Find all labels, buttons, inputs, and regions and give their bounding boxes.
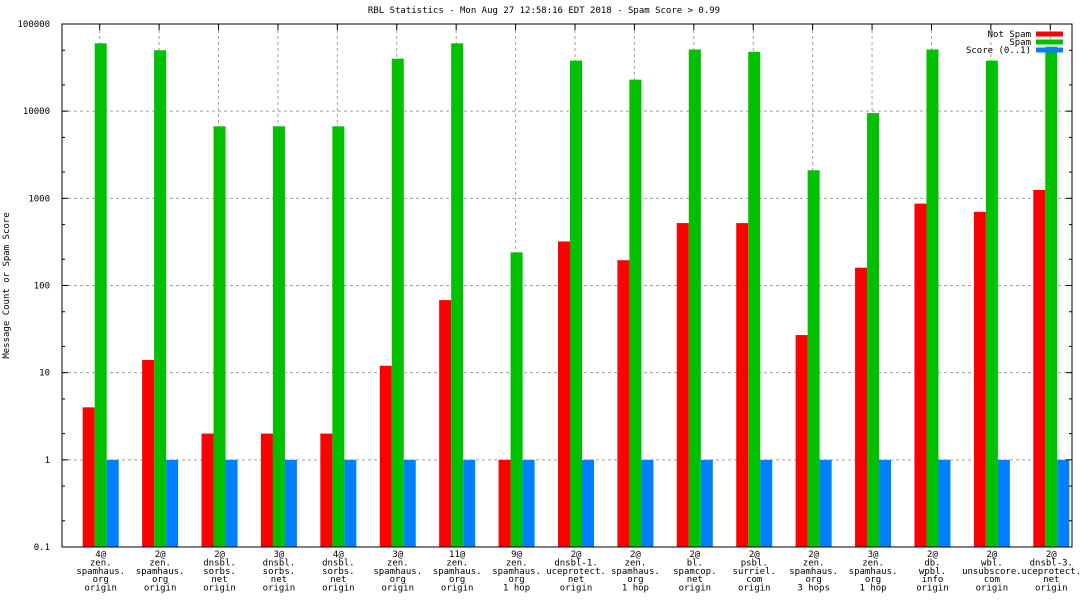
bar-score-0-1 <box>1057 459 1070 547</box>
y-axis-label: Message Count or Spam Score <box>2 212 12 358</box>
bar-spam <box>807 170 820 547</box>
bar-spam <box>272 126 285 547</box>
bar-score-0-1 <box>938 459 951 547</box>
bar-not-spam <box>973 211 986 547</box>
bar-not-spam <box>320 433 333 547</box>
x-tick-label: 4@ dnsbl. sorbs. net origin <box>322 550 355 594</box>
bar-not-spam <box>498 459 511 547</box>
bar-score-0-1 <box>760 459 773 547</box>
bar-spam <box>391 58 404 547</box>
bar-score-0-1 <box>403 459 416 547</box>
chart-title: RBL Statistics - Mon Aug 27 12:58:16 EDT… <box>368 6 720 16</box>
bar-score-0-1 <box>997 459 1010 547</box>
bar-score-0-1 <box>641 459 654 547</box>
x-tick-label: 2@ dnsbl-3. uceprotect. net origin <box>1021 550 1081 594</box>
y-tick-labels: 0.1 1 10 100 1000 10000 100000 <box>17 20 50 553</box>
bar-not-spam <box>142 359 155 547</box>
y-tick-label: 1 <box>45 456 50 466</box>
x-tick-label: 2@ db. wpbl. info origin <box>916 550 949 594</box>
x-tick-label: 2@ zen. spamhaus. org 3 hops <box>789 550 838 594</box>
x-tick-label: 3@ dnsbl. sorbs. net origin <box>263 550 296 594</box>
bar-spam <box>629 79 642 548</box>
bar-not-spam <box>855 267 868 547</box>
bar-spam <box>985 60 998 547</box>
x-tick-label: 2@ zen. spamhaus. org 1 hop <box>611 550 660 594</box>
legend-swatch <box>1036 31 1063 37</box>
bar-score-0-1 <box>700 459 713 547</box>
bar-score-0-1 <box>106 459 119 547</box>
bar-spam <box>926 49 939 547</box>
bar-score-0-1 <box>225 459 238 547</box>
bar-spam <box>867 113 880 547</box>
plot-frame <box>61 23 1073 548</box>
y-tick-label: 0.1 <box>34 543 50 553</box>
x-tick-label: 2@ zen. spamhaus. org origin <box>136 550 185 594</box>
bar-spam <box>213 126 226 547</box>
bar-not-spam <box>260 433 273 547</box>
bar-score-0-1 <box>879 459 892 547</box>
bar-spam <box>154 50 167 548</box>
y-tick-label: 10 <box>39 369 50 379</box>
bar-spam <box>510 252 523 547</box>
x-tick-label: 4@ zen. spamhaus. org origin <box>76 550 125 594</box>
legend-label: Not Spam <box>988 30 1031 40</box>
bar-not-spam <box>379 365 392 547</box>
bar-score-0-1 <box>284 459 297 547</box>
bar-spam <box>451 43 464 547</box>
bar-spam <box>1045 46 1058 548</box>
bars <box>82 43 1070 548</box>
x-tick-label: 9@ zen. spamhaus. org 1 hop <box>492 550 541 594</box>
bar-spam <box>688 49 701 547</box>
bar-not-spam <box>676 223 689 547</box>
bar-score-0-1 <box>582 459 594 547</box>
bar-not-spam <box>914 203 927 548</box>
bar-not-spam <box>736 223 749 547</box>
axes <box>61 23 1073 548</box>
bar-spam <box>332 126 345 547</box>
bar-spam <box>570 60 582 547</box>
x-tick-label: 2@ psbl. surriel. com origin <box>733 550 776 594</box>
bar-not-spam <box>201 433 214 547</box>
y-tick-label: 100000 <box>17 20 50 30</box>
bar-not-spam <box>795 335 808 547</box>
x-tick-label: 11@ zen. spamhaus. org origin <box>433 550 482 594</box>
bar-score-0-1 <box>522 459 535 547</box>
y-tick-label: 10000 <box>23 107 50 117</box>
legend-swatch <box>1036 47 1063 53</box>
bar-score-0-1 <box>344 459 357 547</box>
x-tick-label: 2@ wbl. unsubscore. com origin <box>962 550 1022 594</box>
legend-label: Score (0..1) <box>966 46 1031 56</box>
bar-spam <box>94 43 107 547</box>
legend-label: Spam <box>1009 38 1031 48</box>
bar-spam <box>748 51 761 548</box>
bar-not-spam <box>558 241 570 547</box>
x-tick-label: 2@ dnsbl. sorbs. net origin <box>203 550 236 594</box>
legend-swatch <box>1036 39 1063 45</box>
bar-score-0-1 <box>463 459 476 547</box>
bar-not-spam <box>617 260 630 547</box>
bar-score-0-1 <box>166 459 179 547</box>
bar-not-spam <box>439 300 452 547</box>
bar-not-spam <box>1033 189 1046 547</box>
y-tick-label: 100 <box>34 282 50 292</box>
x-tick-label: 2@ bl. spamcop. net origin <box>673 550 716 594</box>
y-tick-label: 1000 <box>28 194 50 204</box>
x-tick-label: 2@ dnsbl-1. uceprotect. net origin <box>546 550 606 594</box>
bar-score-0-1 <box>819 459 832 547</box>
x-tick-label: 3@ zen. spamhaus. org origin <box>373 550 422 594</box>
x-tick-label: 3@ zen. spamhaus. org 1 hop <box>849 550 898 594</box>
bar-not-spam <box>82 407 95 547</box>
